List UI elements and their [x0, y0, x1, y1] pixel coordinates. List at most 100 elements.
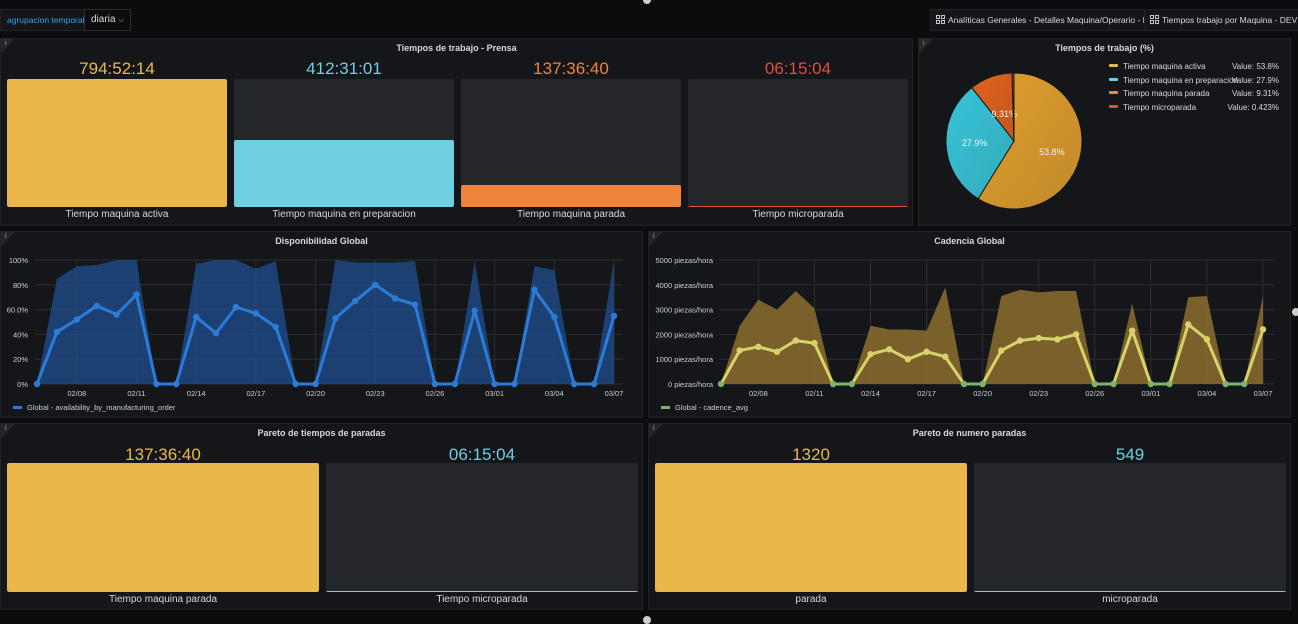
- data-point[interactable]: [942, 353, 949, 360]
- data-point[interactable]: [848, 380, 856, 388]
- data-point[interactable]: [1091, 380, 1098, 388]
- data-point[interactable]: [113, 311, 120, 318]
- data-point[interactable]: [272, 323, 279, 331]
- data-point[interactable]: [93, 302, 100, 310]
- x-tick-label: 02/26: [1085, 389, 1104, 398]
- data-point[interactable]: [755, 343, 762, 350]
- scroll-indicator: [1292, 308, 1298, 316]
- data-point[interactable]: [192, 313, 200, 321]
- data-point[interactable]: [867, 351, 874, 358]
- bar-gauge-value: 1320: [792, 445, 830, 464]
- data-point[interactable]: [292, 380, 299, 388]
- data-point[interactable]: [471, 307, 478, 315]
- info-icon[interactable]: i: [5, 233, 7, 240]
- data-point[interactable]: [1072, 331, 1080, 338]
- chevron-down-icon: ⌵: [118, 17, 124, 24]
- data-point[interactable]: [53, 328, 61, 336]
- panel-title[interactable]: Cadencia Global: [934, 236, 1005, 246]
- bar-gauge-fill: [974, 590, 1286, 592]
- panel-title[interactable]: Pareto de tiempos de paradas: [257, 428, 386, 438]
- data-point[interactable]: [212, 329, 220, 337]
- data-point[interactable]: [904, 356, 912, 363]
- bar-gauge-track: [7, 463, 319, 592]
- info-icon[interactable]: i: [653, 233, 655, 240]
- data-point[interactable]: [960, 380, 968, 388]
- data-point[interactable]: [1128, 327, 1136, 334]
- data-point[interactable]: [491, 380, 498, 388]
- data-point[interactable]: [1035, 334, 1042, 342]
- data-point[interactable]: [1203, 336, 1211, 343]
- x-tick-label: 02/20: [973, 389, 992, 398]
- pie-slice[interactable]: [977, 72, 1083, 210]
- data-point[interactable]: [551, 313, 558, 321]
- data-point[interactable]: [232, 303, 240, 311]
- pie-slice[interactable]: [945, 86, 1015, 200]
- x-tick-label: 03/01: [485, 389, 504, 398]
- data-point[interactable]: [252, 310, 260, 317]
- data-point[interactable]: [312, 380, 319, 388]
- data-point[interactable]: [811, 339, 818, 347]
- legend-value: Value: 0.423%: [1227, 102, 1279, 112]
- data-point[interactable]: [1147, 380, 1155, 388]
- info-icon[interactable]: i: [923, 40, 925, 47]
- bar-gauge-fill: [655, 463, 967, 592]
- data-point[interactable]: [1222, 380, 1229, 388]
- panel-title[interactable]: Tiempos de trabajo (%): [1055, 43, 1154, 53]
- pie-slice[interactable]: [1011, 72, 1015, 142]
- data-point[interactable]: [736, 347, 743, 354]
- dashboard-link-analiticas[interactable]: Analíticas Generales - Detalles Maquina/…: [930, 9, 1167, 31]
- data-point[interactable]: [1259, 326, 1267, 333]
- info-icon[interactable]: i: [5, 425, 7, 432]
- bar-gauge-label: Tiempo maquina parada: [108, 594, 218, 605]
- data-point[interactable]: [1166, 380, 1173, 388]
- data-point[interactable]: [1054, 336, 1061, 343]
- legend-label[interactable]: Global - cadence_avg: [675, 403, 748, 412]
- data-point[interactable]: [590, 380, 598, 388]
- legend-item[interactable]: Tiempo microparada Value: 0.423%: [1109, 103, 1279, 112]
- legend-item[interactable]: Tiempo maquina activa Value: 53.8%: [1109, 62, 1279, 71]
- data-point[interactable]: [352, 297, 359, 305]
- data-point[interactable]: [571, 380, 578, 388]
- x-tick-label: 02/11: [127, 389, 145, 398]
- bar-gauge-track: [7, 79, 227, 207]
- data-point[interactable]: [610, 312, 618, 319]
- data-point[interactable]: [33, 380, 41, 388]
- legend-item[interactable]: Tiempo maquina parada Value: 9.31%: [1109, 89, 1279, 98]
- data-point[interactable]: [372, 281, 379, 288]
- data-point[interactable]: [979, 380, 986, 388]
- data-point[interactable]: [773, 348, 781, 355]
- info-icon[interactable]: i: [5, 40, 7, 47]
- data-point[interactable]: [153, 380, 160, 388]
- data-point[interactable]: [332, 315, 339, 322]
- data-point[interactable]: [431, 380, 439, 388]
- data-point[interactable]: [391, 295, 399, 302]
- variable-select-agrupacion[interactable]: diaria ⌵: [84, 9, 131, 31]
- data-point[interactable]: [1016, 337, 1024, 344]
- data-point[interactable]: [173, 380, 180, 388]
- data-point[interactable]: [923, 348, 930, 355]
- data-point[interactable]: [717, 380, 725, 388]
- panel-title[interactable]: Disponibilidad Global: [275, 236, 368, 246]
- data-point[interactable]: [1110, 380, 1117, 388]
- info-icon[interactable]: i: [653, 425, 655, 432]
- x-tick-label: 02/08: [749, 389, 768, 398]
- data-point[interactable]: [1241, 380, 1248, 388]
- data-point[interactable]: [1185, 321, 1192, 328]
- data-point[interactable]: [511, 380, 518, 388]
- data-point[interactable]: [829, 380, 837, 388]
- data-point[interactable]: [998, 347, 1005, 354]
- legend-item[interactable]: Tiempo maquina en preparacion Value: 27.9…: [1109, 76, 1279, 85]
- panel-title[interactable]: Pareto de numero paradas: [912, 428, 1027, 438]
- legend-label[interactable]: Global - availability_by_manufacturing_o…: [27, 403, 176, 412]
- data-point[interactable]: [451, 380, 459, 388]
- dashboard-link-tiempos-maquina[interactable]: Tiempos trabajo por Maquina - DEV: [1144, 9, 1298, 31]
- panel-title[interactable]: Tiempos de trabajo - Prensa: [396, 43, 517, 53]
- max-band-area: [37, 260, 614, 384]
- data-point[interactable]: [792, 337, 799, 344]
- panel-corner: [1, 232, 15, 246]
- data-point[interactable]: [133, 291, 140, 298]
- data-point[interactable]: [73, 316, 80, 323]
- data-point[interactable]: [531, 286, 538, 293]
- data-point[interactable]: [886, 346, 893, 353]
- data-point[interactable]: [411, 301, 419, 308]
